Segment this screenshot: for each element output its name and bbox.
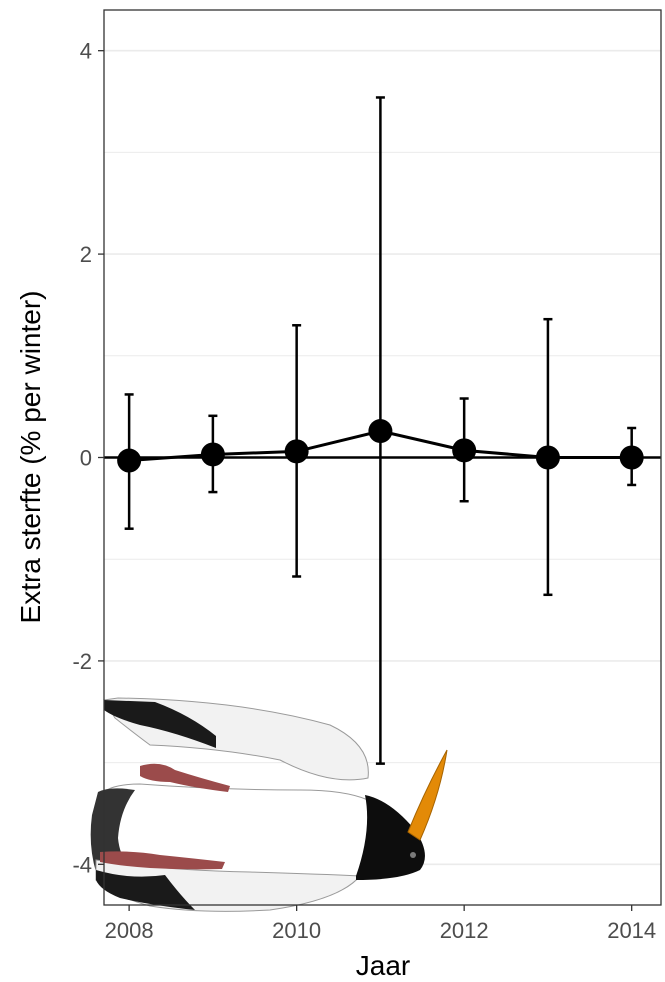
bird-leg-upper <box>140 763 230 792</box>
y-axis-title: Extra sterfte (% per winter) <box>15 291 46 624</box>
bird-beak <box>407 749 448 841</box>
data-point <box>200 442 225 467</box>
bird-lower-wing-tip <box>96 870 195 910</box>
bird-upper-wing-tip <box>104 700 216 748</box>
data-point <box>368 419 393 444</box>
x-tick-label: 2008 <box>105 918 154 943</box>
x-axis-title: Jaar <box>356 950 410 981</box>
data-point <box>117 448 142 473</box>
y-tick-label: -4 <box>72 852 92 877</box>
x-tick-label: 2010 <box>272 918 321 943</box>
data-point <box>619 445 644 470</box>
y-axis: -4 -2 0 2 4 <box>72 39 104 877</box>
data-point <box>452 438 477 463</box>
bird-head <box>356 795 425 880</box>
x-tick-label: 2012 <box>440 918 489 943</box>
y-tick-label: 4 <box>80 39 92 64</box>
x-tick-label: 2014 <box>607 918 656 943</box>
bird-eye <box>410 852 416 858</box>
data-point <box>535 445 560 470</box>
y-tick-label: -2 <box>72 649 92 674</box>
bird-leg-lower <box>100 851 225 870</box>
y-tick-label: 2 <box>80 242 92 267</box>
y-tick-label: 0 <box>80 446 92 471</box>
data-points <box>117 419 644 473</box>
data-point <box>284 439 309 464</box>
x-axis: 2008 2010 2012 2014 <box>105 905 656 943</box>
oystercatcher-illustration <box>90 697 448 912</box>
